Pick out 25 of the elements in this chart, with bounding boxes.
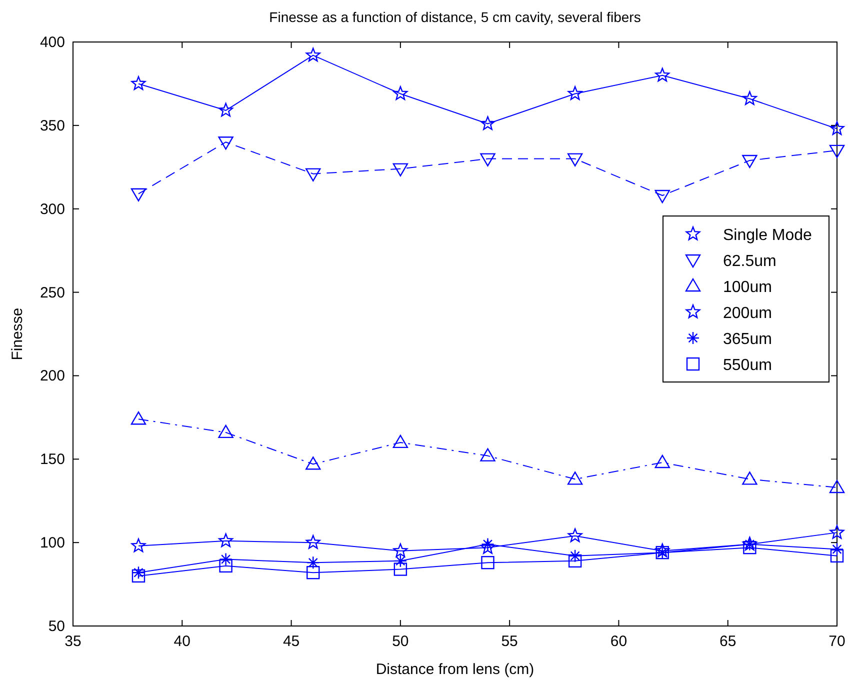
y-tick-label: 200 — [40, 368, 65, 385]
y-tick-label: 50 — [48, 618, 65, 635]
legend-label: 62.5um — [723, 253, 776, 270]
x-tick-label: 55 — [501, 633, 518, 650]
legend-label: 365um — [723, 331, 772, 348]
y-tick-label: 400 — [40, 34, 65, 51]
x-axis-title: Distance from lens (cm) — [376, 661, 534, 678]
x-tick-label: 40 — [174, 633, 190, 650]
y-axis-title: Finesse — [9, 308, 26, 360]
x-tick-label: 65 — [720, 633, 736, 650]
x-tick-label: 70 — [828, 633, 846, 650]
legend-label: 200um — [723, 305, 772, 322]
y-tick-label: 150 — [40, 451, 65, 468]
x-tick-label: 50 — [392, 633, 409, 650]
x-tick-label: 60 — [610, 633, 628, 650]
x-tick-label: 45 — [282, 633, 300, 650]
x-tick-label: 35 — [64, 633, 82, 650]
y-tick-label: 250 — [40, 284, 65, 302]
legend-label: 100um — [723, 279, 772, 296]
legend-label: Single Mode — [723, 227, 812, 244]
chart-title: Finesse as a function of distance, 5 cm cavity, several fibers — [269, 9, 641, 25]
y-tick-label: 300 — [40, 200, 65, 218]
y-tick-label: 100 — [40, 534, 65, 552]
legend-label: 550um — [723, 357, 772, 374]
y-tick-label: 350 — [40, 117, 65, 134]
